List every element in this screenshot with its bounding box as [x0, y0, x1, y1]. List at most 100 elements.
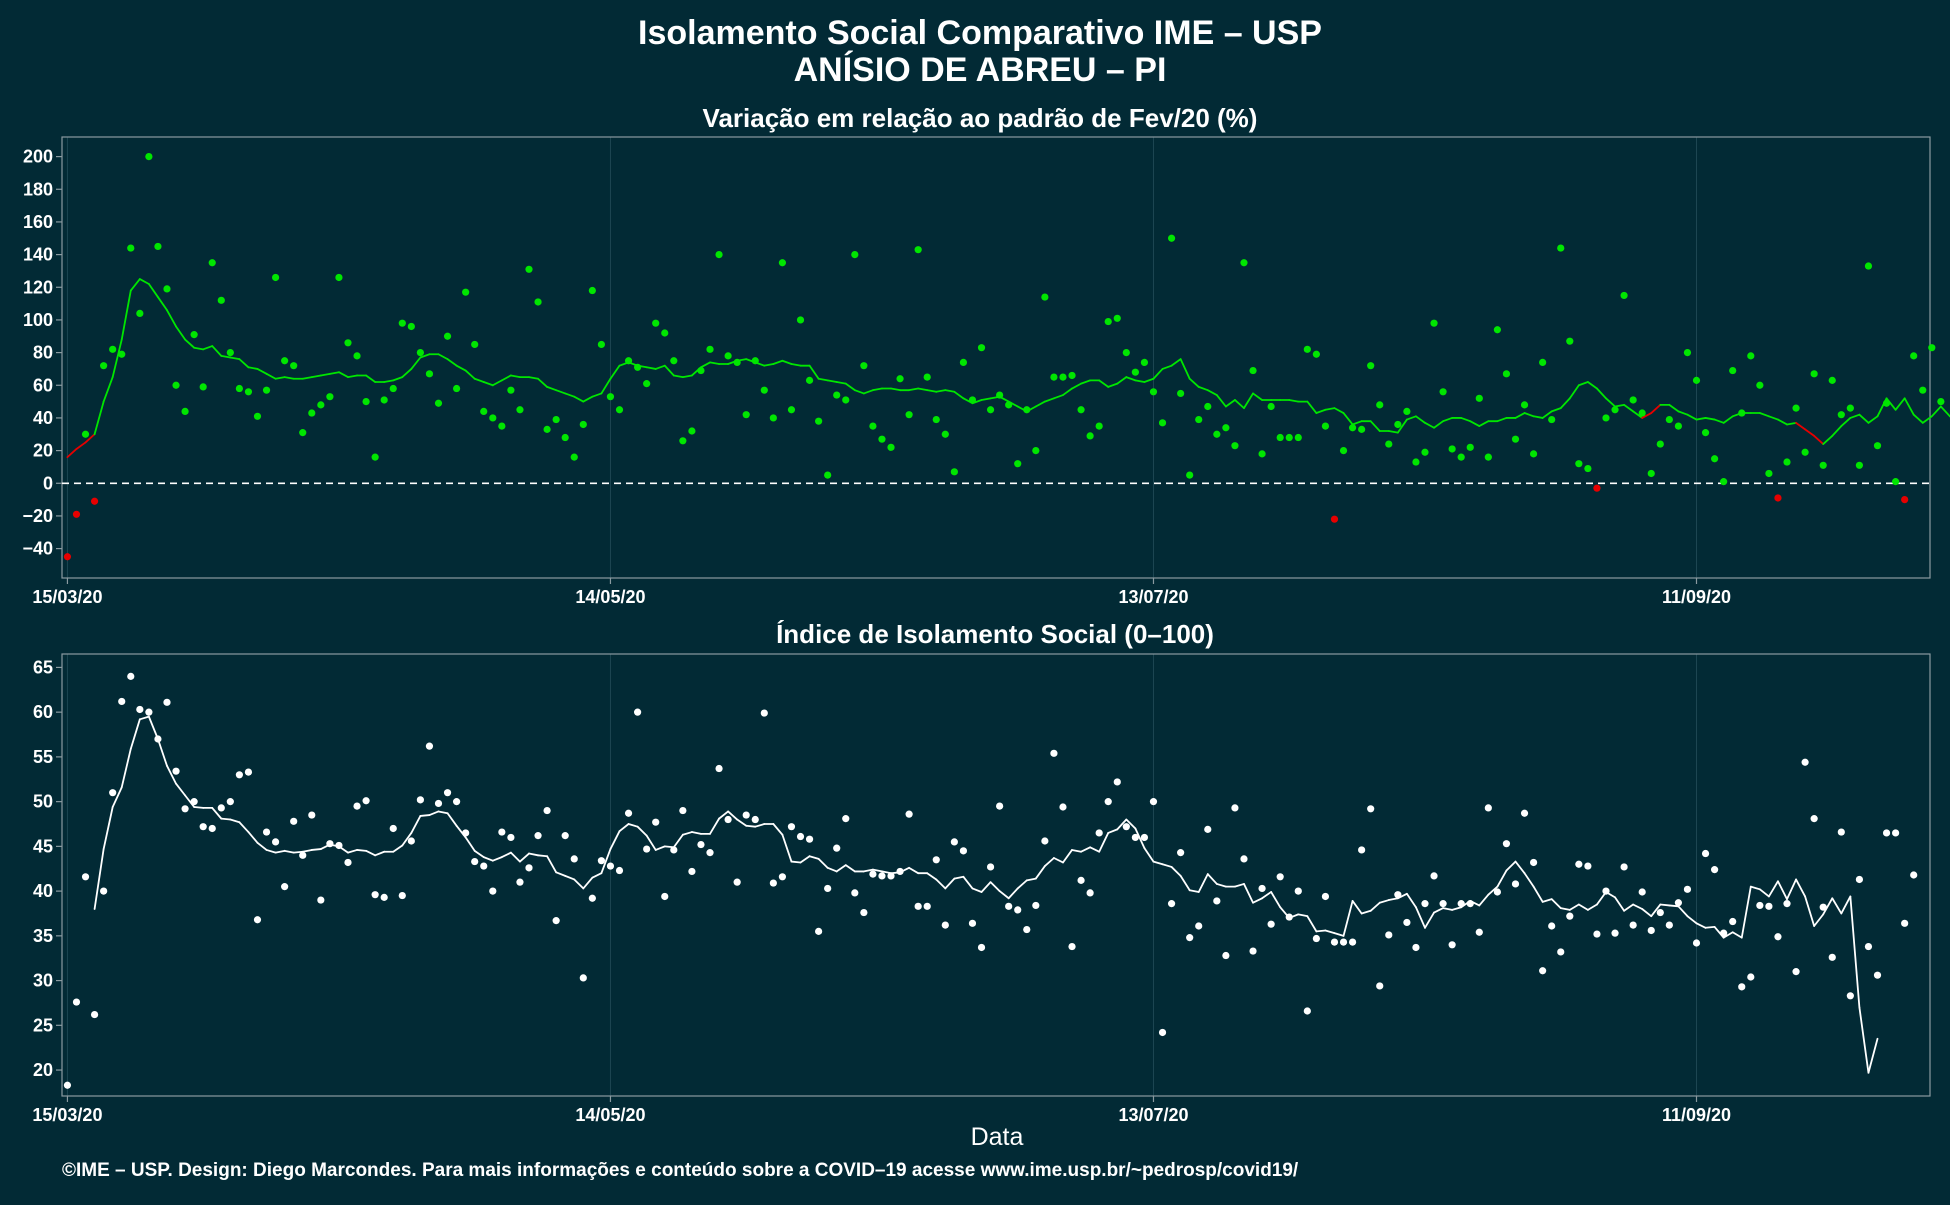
moving-average-segment — [1624, 905, 1633, 911]
moving-average-segment — [1778, 420, 1787, 425]
moving-average-segment — [1905, 398, 1914, 414]
data-point — [942, 922, 949, 929]
moving-average-segment — [1678, 411, 1687, 414]
moving-average-segment — [1181, 359, 1190, 379]
moving-average-segment — [665, 366, 674, 376]
moving-average-segment — [257, 369, 266, 374]
data-point — [1403, 408, 1410, 415]
moving-average-segment — [674, 835, 683, 848]
moving-average-segment — [140, 279, 149, 284]
moving-average-segment — [1172, 867, 1181, 876]
data-point — [344, 859, 351, 866]
moving-average-segment — [837, 382, 846, 384]
moving-average-segment — [629, 824, 638, 827]
data-point — [200, 823, 207, 830]
data-point — [73, 511, 80, 518]
data-point — [1738, 409, 1745, 416]
moving-average-segment — [1307, 916, 1316, 931]
data-point — [281, 883, 288, 890]
y-tick-label: 120 — [23, 277, 53, 297]
moving-average-segment — [909, 868, 918, 873]
data-point — [1123, 823, 1130, 830]
moving-average-segment — [303, 377, 312, 379]
data-point — [1811, 370, 1818, 377]
data-point — [1439, 900, 1446, 907]
y-tick-label: 200 — [23, 147, 53, 167]
moving-average-segment — [1416, 907, 1425, 928]
data-point — [1376, 982, 1383, 989]
moving-average-segment — [1497, 418, 1506, 421]
data-point — [444, 333, 451, 340]
data-point — [544, 807, 551, 814]
moving-average-segment — [1470, 421, 1479, 426]
data-point — [1023, 926, 1030, 933]
moving-average-segment — [1814, 914, 1823, 926]
moving-average-segment — [1054, 395, 1063, 398]
data-point — [761, 709, 768, 716]
data-point — [933, 416, 940, 423]
data-point — [1838, 828, 1845, 835]
moving-average-segment — [1063, 389, 1072, 396]
moving-average-segment — [95, 849, 104, 909]
data-point — [1150, 388, 1157, 395]
data-point — [1720, 478, 1727, 485]
moving-average-segment — [357, 850, 366, 851]
moving-average-segment — [1706, 927, 1715, 928]
data-point — [516, 879, 523, 886]
moving-average-segment — [438, 354, 447, 359]
y-tick-label: 40 — [33, 881, 53, 901]
data-point — [64, 1082, 71, 1089]
moving-average-segment — [1144, 848, 1153, 861]
data-point — [1494, 326, 1501, 333]
data-point — [1937, 398, 1944, 405]
data-point — [1467, 444, 1474, 451]
moving-average-segment — [312, 849, 321, 850]
data-point — [1584, 465, 1591, 472]
data-point — [118, 698, 125, 705]
moving-average-segment — [1932, 407, 1941, 417]
moving-average-segment — [1126, 377, 1135, 380]
moving-average-segment — [701, 362, 710, 367]
moving-average-segment — [1099, 380, 1108, 387]
moving-average-segment — [1153, 369, 1162, 379]
data-point — [833, 391, 840, 398]
data-point — [1883, 829, 1890, 836]
data-point — [1639, 888, 1646, 895]
x-axis-label: Data — [971, 1123, 1024, 1151]
data-point — [1476, 929, 1483, 936]
moving-average-segment — [167, 310, 176, 326]
data-point — [1204, 403, 1211, 410]
moving-average-segment — [520, 854, 529, 862]
data-point — [1494, 888, 1501, 895]
data-point — [1213, 431, 1220, 438]
data-point — [869, 871, 876, 878]
data-point — [1684, 349, 1691, 356]
moving-average-segment — [194, 348, 203, 350]
data-point — [1376, 401, 1383, 408]
moving-average-segment — [846, 384, 855, 391]
data-point — [553, 917, 560, 924]
data-point — [1792, 968, 1799, 975]
data-point — [127, 244, 134, 251]
moving-average-segment — [457, 366, 466, 371]
data-point — [1476, 395, 1483, 402]
moving-average-segment — [285, 377, 294, 379]
data-point — [1485, 804, 1492, 811]
data-point — [408, 837, 415, 844]
moving-average-segment — [1208, 874, 1217, 884]
data-point — [1892, 829, 1899, 836]
data-point — [1711, 866, 1718, 873]
data-point — [145, 153, 152, 160]
data-point — [1521, 401, 1528, 408]
data-point — [1295, 434, 1302, 441]
data-point — [480, 862, 487, 869]
data-point — [1159, 419, 1166, 426]
data-point — [1195, 922, 1202, 929]
moving-average-segment — [1072, 850, 1081, 852]
data-point — [1666, 922, 1673, 929]
data-point — [697, 841, 704, 848]
data-point — [1249, 947, 1256, 954]
data-point — [227, 798, 234, 805]
data-point — [1657, 909, 1664, 916]
moving-average-segment — [1063, 850, 1072, 863]
